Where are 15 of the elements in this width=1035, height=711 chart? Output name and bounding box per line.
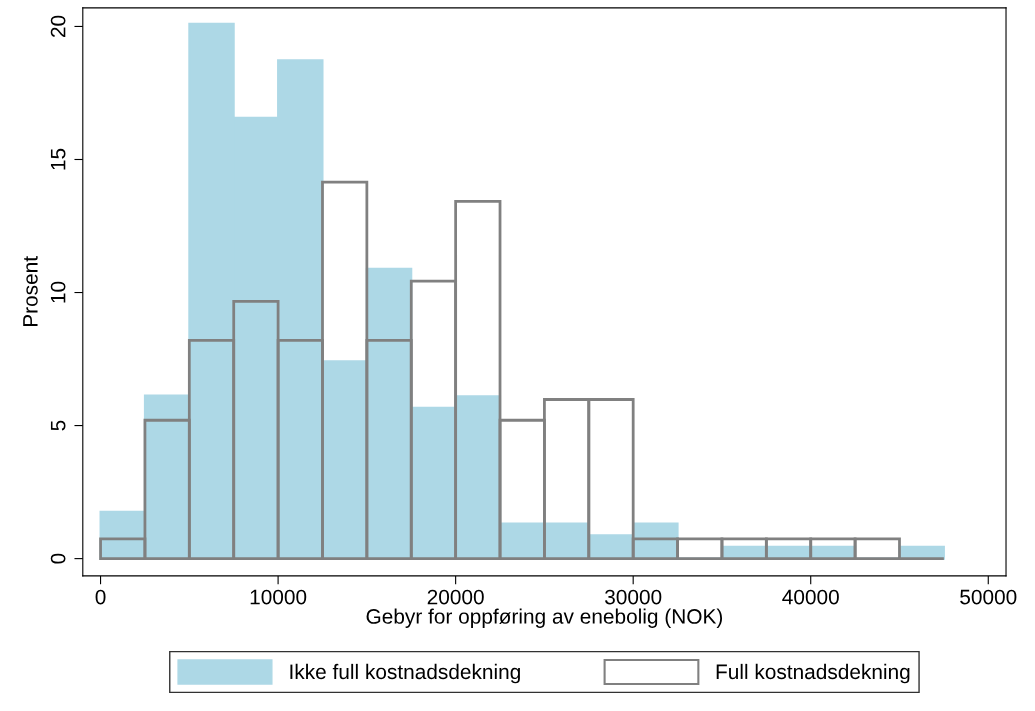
x-tick-label: 10000 <box>250 589 307 605</box>
x-tick-label: 20000 <box>427 589 484 605</box>
x-tick-label: 40000 <box>782 589 839 605</box>
y-tick-label: 0 <box>50 553 66 564</box>
x-tick-label: 50000 <box>960 589 1017 605</box>
y-tick-label: 15 <box>50 148 66 170</box>
x-tick-label: 30000 <box>605 589 662 605</box>
y-axis-title: Prosent <box>23 256 38 327</box>
x-tick-label: 0 <box>95 589 106 605</box>
legend-label: Full kostnadsdekning <box>716 663 910 684</box>
legend-label: Ikke full kostnadsdekning <box>290 663 520 684</box>
y-tick-label: 5 <box>50 420 66 431</box>
y-tick-label: 10 <box>50 281 66 303</box>
y-tick-label: 20 <box>50 15 66 37</box>
x-axis-title: Gebyr for oppføring av enebolig (NOK) <box>366 608 723 628</box>
